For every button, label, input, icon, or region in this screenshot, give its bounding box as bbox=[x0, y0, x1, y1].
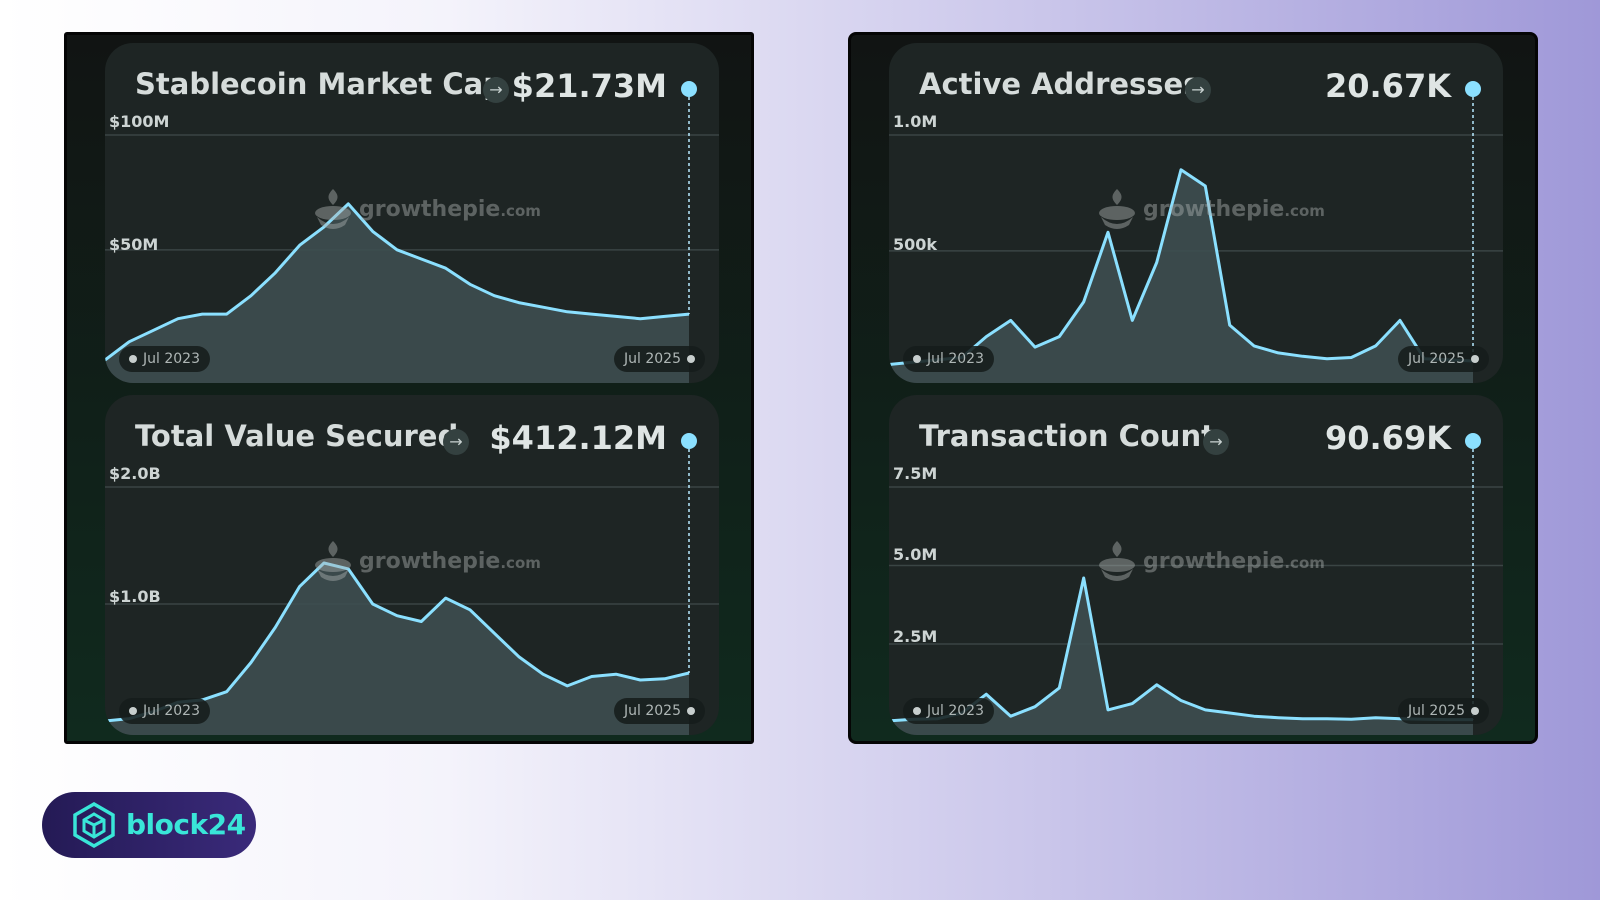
y-tick-label: $50M bbox=[109, 235, 159, 254]
series-line bbox=[889, 168, 1474, 366]
pie-icon bbox=[315, 189, 351, 229]
date-end-pill: Jul 2025 bbox=[1398, 346, 1489, 372]
card-value: $412.12M bbox=[489, 419, 667, 457]
card-title: Active Addresses bbox=[919, 67, 1201, 101]
watermark: growthepie.com bbox=[1097, 185, 1325, 235]
dot-icon bbox=[1471, 707, 1479, 715]
pie-icon bbox=[1099, 541, 1135, 581]
date-end-pill: Jul 2025 bbox=[614, 346, 705, 372]
watermark: growthepie.com bbox=[313, 537, 541, 587]
block24-logo: block24 bbox=[42, 792, 256, 858]
current-marker-dot bbox=[681, 433, 697, 449]
date-start-pill: Jul 2023 bbox=[903, 346, 994, 372]
series-line bbox=[105, 202, 690, 362]
dot-icon bbox=[913, 355, 921, 363]
y-tick-label: $1.0B bbox=[109, 587, 161, 606]
dot-icon bbox=[687, 707, 695, 715]
dot-icon bbox=[1471, 355, 1479, 363]
date-end-pill: Jul 2025 bbox=[1398, 698, 1489, 724]
card-value: 20.67K bbox=[1324, 67, 1451, 105]
date-start-pill: Jul 2023 bbox=[903, 698, 994, 724]
card-value: 90.69K bbox=[1324, 419, 1451, 457]
watermark: growthepie.com bbox=[1097, 537, 1325, 587]
series-area bbox=[889, 169, 1473, 383]
current-marker-dot bbox=[681, 81, 697, 97]
hexagon-cube-icon bbox=[73, 801, 115, 849]
date-start-pill: Jul 2023 bbox=[119, 346, 210, 372]
arrow-right-icon[interactable]: → bbox=[443, 429, 469, 455]
series-area bbox=[105, 563, 689, 735]
current-marker-dot bbox=[1465, 81, 1481, 97]
dot-icon bbox=[913, 707, 921, 715]
dot-icon bbox=[687, 355, 695, 363]
arrow-right-icon[interactable]: → bbox=[1203, 429, 1229, 455]
date-end-pill: Jul 2025 bbox=[614, 698, 705, 724]
arrow-right-icon[interactable]: → bbox=[483, 77, 509, 103]
left-panel: growthepie.com Stablecoin Market Cap → $… bbox=[64, 32, 754, 744]
y-tick-label: 5.0M bbox=[893, 545, 938, 564]
card-title: Transaction Count bbox=[919, 419, 1215, 453]
series-area bbox=[105, 203, 689, 383]
card-title: Total Value Secured bbox=[135, 419, 459, 453]
series-line bbox=[889, 576, 1473, 723]
active-addresses-chart bbox=[889, 81, 1503, 383]
y-tick-label: $100M bbox=[109, 112, 170, 131]
card-value: $21.73M bbox=[511, 67, 667, 105]
dot-icon bbox=[129, 355, 137, 363]
card-title: Stablecoin Market Cap bbox=[135, 67, 504, 101]
y-tick-label: 500k bbox=[893, 235, 938, 254]
y-tick-label: 1.0M bbox=[893, 112, 938, 131]
y-tick-label: 7.5M bbox=[893, 464, 938, 483]
total-value-secured-card[interactable]: growthepie.com Total Value Secured → $41… bbox=[105, 395, 719, 735]
pie-icon bbox=[315, 541, 351, 581]
transaction-count-card[interactable]: growthepie.com Transaction Count → 90.69… bbox=[889, 395, 1503, 735]
stablecoin-market-cap-card[interactable]: growthepie.com Stablecoin Market Cap → $… bbox=[105, 43, 719, 383]
active-addresses-card[interactable]: growthepie.com Active Addresses → 20.67K… bbox=[889, 43, 1503, 383]
pie-icon bbox=[1099, 189, 1135, 229]
y-tick-label: $2.0B bbox=[109, 464, 161, 483]
stablecoin-market-cap-chart bbox=[105, 81, 719, 383]
arrow-right-icon[interactable]: → bbox=[1185, 77, 1211, 103]
dot-icon bbox=[129, 707, 137, 715]
right-panel: growthepie.com Active Addresses → 20.67K… bbox=[848, 32, 1538, 744]
watermark: growthepie.com bbox=[313, 185, 541, 235]
y-tick-label: 2.5M bbox=[893, 627, 938, 646]
logo-text: block24 bbox=[126, 808, 246, 841]
date-start-pill: Jul 2023 bbox=[119, 698, 210, 724]
current-marker-dot bbox=[1465, 433, 1481, 449]
